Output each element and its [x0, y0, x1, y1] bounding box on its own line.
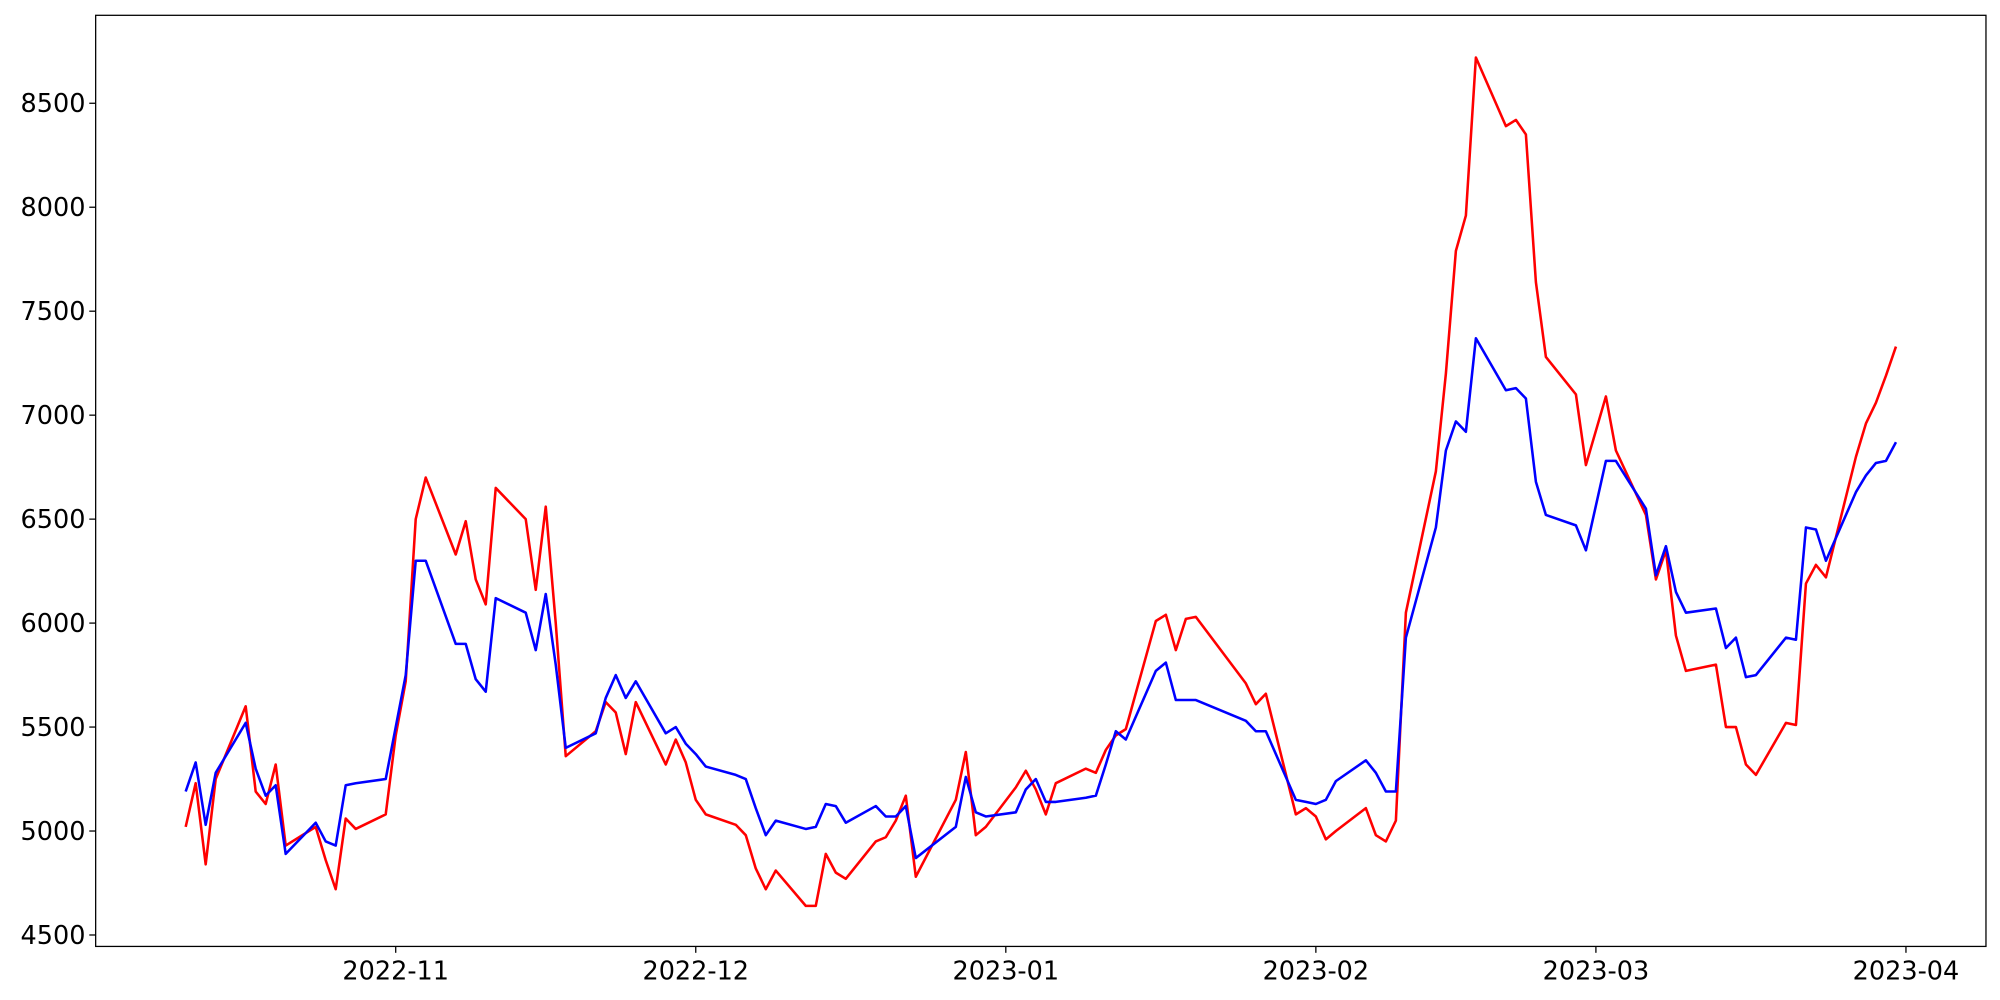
y-tick-label: 6500	[21, 505, 86, 535]
y-tick-label: 5500	[21, 713, 86, 743]
y-tick-label: 8000	[21, 193, 86, 223]
line-series	[184, 336, 1898, 860]
y-tick-label: 7000	[21, 401, 86, 431]
y-tick-label: 4500	[21, 921, 86, 951]
y-tick-label: 8500	[21, 89, 86, 119]
x-tick-label: 2023-03	[1543, 957, 1650, 987]
y-tick-label: 7500	[21, 297, 86, 327]
x-tick-label: 2022-12	[642, 957, 749, 987]
y-tick-label: 6000	[21, 609, 86, 639]
x-tick-label: 2022-11	[342, 957, 449, 987]
plot-frame	[95, 14, 1987, 948]
y-tick-label: 5000	[21, 817, 86, 847]
x-tick-label: 2023-01	[953, 957, 1060, 987]
x-tick-label: 2023-02	[1263, 957, 1370, 987]
x-tick-label: 2023-04	[1853, 957, 1960, 987]
line-series	[184, 56, 1898, 908]
